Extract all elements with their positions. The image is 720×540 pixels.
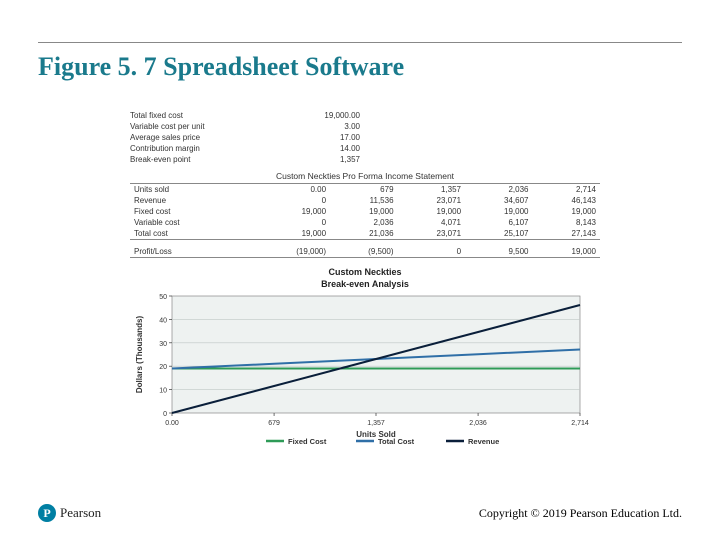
svg-text:0.00: 0.00 xyxy=(165,420,179,427)
svg-text:10: 10 xyxy=(159,388,167,395)
table-cell: 19,000 xyxy=(398,206,465,217)
chart-title: Custom Neckties Break-even Analysis xyxy=(130,266,600,290)
table-row-label: Total cost xyxy=(130,228,263,240)
table-cell: 46,143 xyxy=(533,195,601,206)
table-cell: 19,000 xyxy=(533,206,601,217)
table-cell: 8,143 xyxy=(533,217,601,228)
table-cell: 23,071 xyxy=(398,195,465,206)
income-statement-table: Units sold0.006791,3572,0362,714Revenue0… xyxy=(130,183,600,258)
table-cell: (19,000) xyxy=(263,246,330,258)
assumption-label: Average sales price xyxy=(130,132,270,143)
table-cell: 19,000 xyxy=(533,246,601,258)
table-row-label: Fixed cost xyxy=(130,206,263,217)
table-row-label: Profit/Loss xyxy=(130,246,263,258)
svg-text:30: 30 xyxy=(159,341,167,348)
assumption-value: 3.00 xyxy=(300,121,360,132)
title-rule xyxy=(38,42,682,43)
pearson-brand-text: Pearson xyxy=(60,505,101,521)
table-cell: 4,071 xyxy=(398,217,465,228)
pearson-logo: P Pearson xyxy=(38,504,101,522)
table-cell: 19,000 xyxy=(263,228,330,240)
assumption-value: 1,357 xyxy=(300,154,360,165)
table-cell: 0.00 xyxy=(263,184,330,195)
assumption-value: 17.00 xyxy=(300,132,360,143)
svg-text:Revenue: Revenue xyxy=(468,437,499,446)
svg-text:50: 50 xyxy=(159,294,167,301)
table-cell: (9,500) xyxy=(330,246,397,258)
table-row-label: Variable cost xyxy=(130,217,263,228)
table-cell: 2,036 xyxy=(330,217,397,228)
assumption-label: Contribution margin xyxy=(130,143,270,154)
chart-title-line1: Custom Neckties xyxy=(130,266,600,278)
table-cell: 0 xyxy=(263,217,330,228)
break-even-chart: 0 10 20 30 40 50 0.00 679 1,357 2,036 2,714 Dollars… xyxy=(130,292,590,447)
footer: P Pearson Copyright © 2019 Pearson Educa… xyxy=(38,504,682,522)
table-cell: 9,500 xyxy=(465,246,532,258)
svg-text:Dollars (Thousands): Dollars (Thousands) xyxy=(135,315,144,393)
svg-text:1,357: 1,357 xyxy=(367,420,385,427)
assumption-value: 14.00 xyxy=(300,143,360,154)
table-cell: 19,000 xyxy=(465,206,532,217)
assumptions-block: Total fixed costVariable cost per unitAv… xyxy=(130,110,600,165)
assumption-value: 19,000.00 xyxy=(300,110,360,121)
assumption-label: Break-even point xyxy=(130,154,270,165)
table-cell: 19,000 xyxy=(263,206,330,217)
figure-title: Figure 5. 7 Spreadsheet Software xyxy=(38,52,404,82)
table-cell: 0 xyxy=(398,246,465,258)
svg-text:2,036: 2,036 xyxy=(469,420,487,427)
table-cell: 19,000 xyxy=(330,206,397,217)
table-cell: 34,607 xyxy=(465,195,532,206)
svg-text:0: 0 xyxy=(163,411,167,418)
income-statement-title: Custom Neckties Pro Forma Income Stateme… xyxy=(130,171,600,181)
svg-text:2,714: 2,714 xyxy=(571,420,589,427)
svg-text:Fixed Cost: Fixed Cost xyxy=(288,437,327,446)
table-cell: 27,143 xyxy=(533,228,601,240)
table-cell: 1,357 xyxy=(398,184,465,195)
assumption-label: Variable cost per unit xyxy=(130,121,270,132)
table-cell: 0 xyxy=(263,195,330,206)
table-cell: 23,071 xyxy=(398,228,465,240)
svg-text:Total Cost: Total Cost xyxy=(378,437,415,446)
table-cell: 6,107 xyxy=(465,217,532,228)
table-cell: 679 xyxy=(330,184,397,195)
pearson-p-icon: P xyxy=(38,504,56,522)
table-row-label: Units sold xyxy=(130,184,263,195)
content-box: Total fixed costVariable cost per unitAv… xyxy=(130,110,600,447)
chart-title-line2: Break-even Analysis xyxy=(130,278,600,290)
table-cell: 11,536 xyxy=(330,195,397,206)
svg-text:679: 679 xyxy=(268,420,280,427)
assumption-label: Total fixed cost xyxy=(130,110,270,121)
table-cell: 25,107 xyxy=(465,228,532,240)
table-cell: 2,714 xyxy=(533,184,601,195)
table-row-label: Revenue xyxy=(130,195,263,206)
table-cell: 2,036 xyxy=(465,184,532,195)
table-cell: 21,036 xyxy=(330,228,397,240)
svg-text:20: 20 xyxy=(159,364,167,371)
svg-text:40: 40 xyxy=(159,317,167,324)
copyright-text: Copyright © 2019 Pearson Education Ltd. xyxy=(479,506,682,521)
